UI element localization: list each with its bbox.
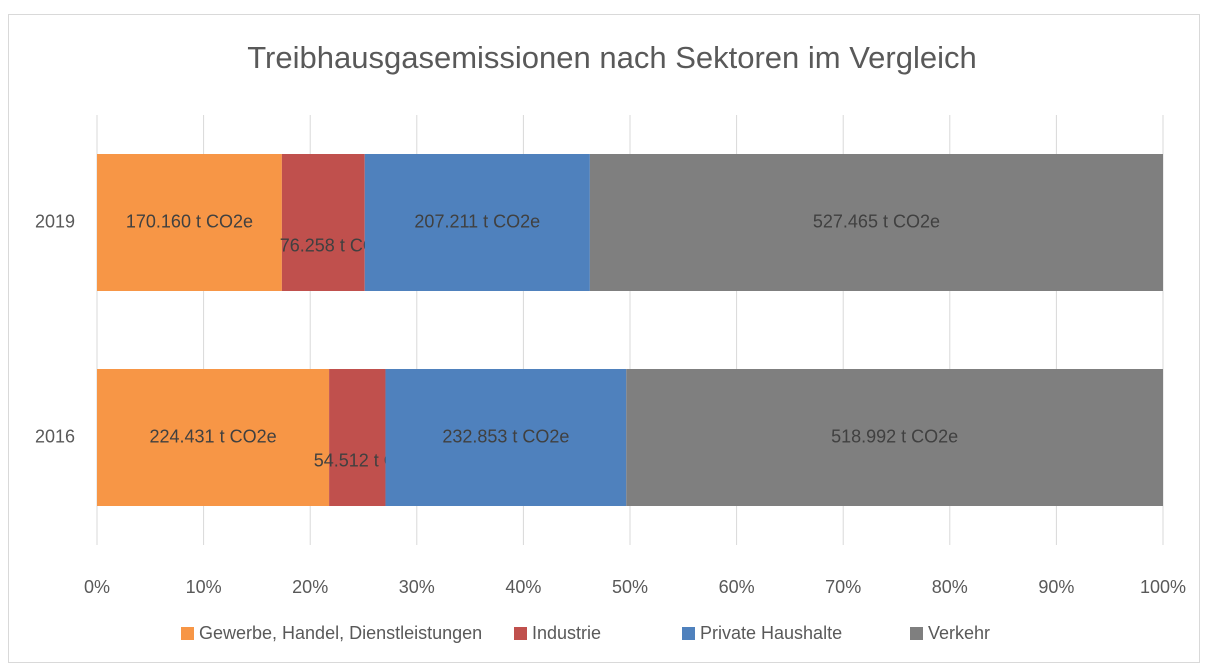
bar-segment [626,369,1163,506]
x-tick-label: 60% [719,577,755,597]
data-label: 224.431 t CO2e [150,426,277,446]
x-tick-label: 40% [505,577,541,597]
data-label: 207.211 t CO2e [414,211,540,231]
y-tick-label: 2019 [35,211,75,231]
x-tick-label: 80% [932,577,968,597]
legend-label: Gewerbe, Handel, Dienstleistungen [199,623,482,643]
x-tick-label: 100% [1140,577,1186,597]
bar-segment [364,154,590,291]
x-tick-label: 20% [292,577,328,597]
bar-segment [385,369,627,506]
legend-swatch [910,627,923,640]
chart-title: Treibhausgasemissionen nach Sektoren im … [247,40,976,75]
bar-segment [97,369,330,506]
legend-label: Verkehr [928,623,990,643]
x-tick-label: 30% [399,577,435,597]
data-label: 170.160 t CO2e [126,211,253,231]
data-label: 527.465 t CO2e [813,211,940,231]
chart-border [8,14,1200,663]
x-tick-label: 50% [612,577,648,597]
data-label: 232.853 t CO2e [442,426,569,446]
x-tick-label: 70% [825,577,861,597]
legend-swatch [514,627,527,640]
legend-label: Private Haushalte [700,623,842,643]
bar-segment [329,369,386,506]
bar-segment [281,154,365,291]
x-tick-label: 0% [84,577,110,597]
bar-segment [589,154,1163,291]
bar-segment [97,154,282,291]
y-tick-label: 2016 [35,426,75,446]
legend-swatch [682,627,695,640]
legend-label: Industrie [532,623,601,643]
data-label: 518.992 t CO2e [831,426,958,446]
x-tick-label: 90% [1038,577,1074,597]
legend-swatch [181,627,194,640]
x-tick-label: 10% [186,577,222,597]
